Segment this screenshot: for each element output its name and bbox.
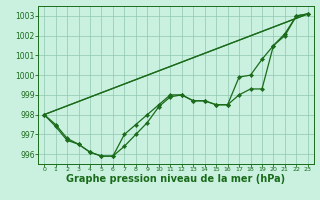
X-axis label: Graphe pression niveau de la mer (hPa): Graphe pression niveau de la mer (hPa) bbox=[67, 174, 285, 184]
